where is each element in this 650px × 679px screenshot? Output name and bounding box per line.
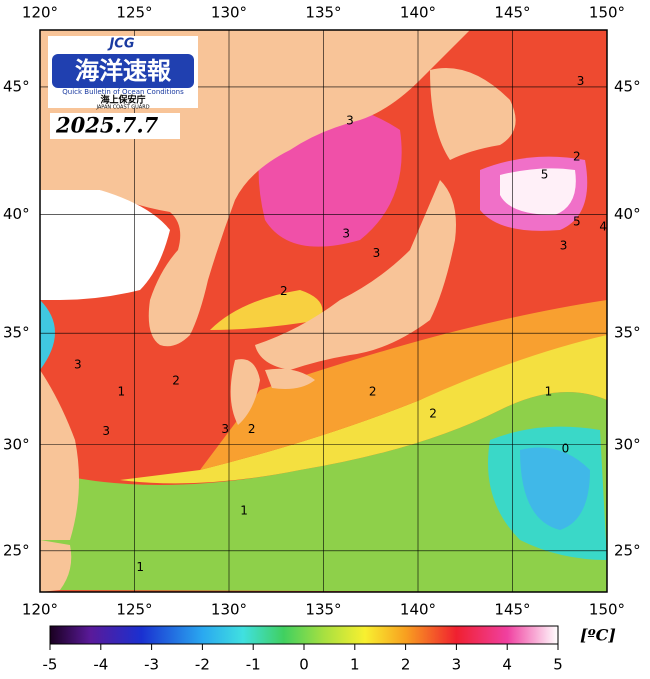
sst-region [200, 300, 607, 470]
lat-label: 35° [3, 324, 30, 342]
colorbar-tick-label: -5 [43, 656, 58, 674]
contour-labels: 3 2 5 5 4 3 3 3 3 2 3 1 2 3 3 2 2 2 1 0 1 1 [74, 74, 607, 574]
contour-label: 4 [599, 219, 607, 233]
no-data [40, 190, 170, 300]
logo-mark: JCG [106, 37, 134, 52]
colorbar-tick-label: -1 [246, 656, 261, 674]
colorbar [49, 625, 559, 645]
colorbar-tick-label: 1 [350, 656, 360, 674]
colorbar-tick-label: 2 [401, 656, 411, 674]
sst-region [500, 168, 576, 215]
contour-label: 2 [369, 384, 377, 398]
lon-label: 120° [22, 4, 58, 22]
colorbar-ticks: -5 -4 -3 -2 -1 0 1 2 3 4 5 [43, 644, 563, 674]
lat-label: 40° [614, 205, 641, 223]
date-box [50, 113, 180, 139]
contour-label: 3 [373, 246, 381, 260]
colorbar-tick-label: -4 [93, 656, 108, 674]
lat-label: 45° [614, 77, 641, 95]
colorbar-tick-label: -2 [195, 656, 210, 674]
lon-label: 145° [494, 601, 530, 619]
contour-label: 2 [429, 407, 437, 421]
lon-label: 125° [116, 601, 152, 619]
sst-region [40, 300, 55, 370]
contour-label: 5 [573, 214, 581, 228]
logo-agency: 海上保安庁 [100, 94, 145, 106]
colorbar-tick-label: -3 [144, 656, 159, 674]
land [40, 30, 470, 347]
lat-label: 45° [3, 77, 30, 95]
land [255, 180, 456, 370]
lat-label: 25° [614, 541, 641, 559]
lon-label: 150° [589, 4, 625, 22]
lat-label: 25° [3, 541, 30, 559]
contour-label: 3 [221, 422, 229, 436]
contour-label: 0 [562, 442, 570, 456]
logo: JCG 海洋速報 Quick Bulletin of Ocean Conditi… [48, 36, 198, 139]
lon-label: 135° [305, 4, 341, 22]
colorbar-unit: [ºC] [580, 626, 616, 645]
contour-label: 5 [541, 167, 549, 181]
lon-label: 120° [22, 601, 58, 619]
lat-label: 30° [3, 435, 30, 453]
lat-label: 30° [614, 435, 641, 453]
land [230, 359, 260, 425]
lon-label: 140° [400, 601, 436, 619]
graticule: 120°120°125°125°130°130°135°135°140°140°… [3, 4, 641, 619]
lon-label: 150° [589, 601, 625, 619]
land [40, 370, 79, 540]
contour-label: 1 [240, 504, 248, 518]
date: 2025.7.7 [55, 113, 159, 138]
colorbar-tick-label: 5 [553, 656, 563, 674]
contour-label: 3 [102, 424, 110, 438]
contour-label: 2 [172, 373, 180, 387]
lat-label: 40° [3, 205, 30, 223]
contour-label: 3 [342, 227, 350, 241]
contour-label: 2 [573, 150, 581, 164]
sst-region [210, 290, 323, 330]
land [430, 68, 516, 160]
contour-label: 3 [74, 358, 82, 372]
logo-title: 海洋速報 [75, 57, 172, 85]
contour-label: 2 [280, 284, 288, 298]
contour-label: 3 [577, 74, 585, 88]
contour-label: 3 [560, 239, 568, 253]
land [40, 540, 72, 592]
colorbar-tick-label: 4 [502, 656, 512, 674]
contour-label: 1 [117, 384, 125, 398]
sst-region [520, 447, 590, 530]
lon-label: 125° [116, 4, 152, 22]
contour-label: 3 [346, 114, 354, 128]
colorbar-tick-label: 3 [452, 656, 462, 674]
colorbar-tick-label: 0 [299, 656, 309, 674]
lon-label: 145° [494, 4, 530, 22]
contour-label: 2 [248, 422, 256, 436]
lon-label: 140° [400, 4, 436, 22]
contour-label: 1 [545, 384, 553, 398]
lat-label: 35° [614, 324, 641, 342]
contour-label: 1 [136, 560, 144, 574]
logo-band [52, 54, 194, 88]
logo-subtitle: Quick Bulletin of Ocean Conditions [62, 88, 184, 96]
lon-label: 130° [211, 4, 247, 22]
land [265, 368, 315, 389]
map-frame [39, 29, 608, 593]
lon-label: 130° [211, 601, 247, 619]
logo-agency-en: JAPAN COAST GUARD [95, 105, 149, 111]
lon-label: 135° [305, 601, 341, 619]
